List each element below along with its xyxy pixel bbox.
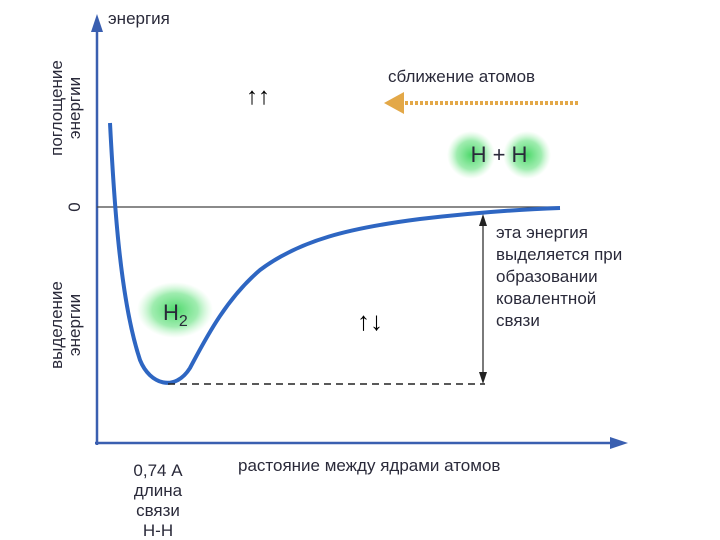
energy-note: связи (496, 311, 540, 330)
molecule-label: H2 (163, 300, 188, 330)
release-label: выделение (47, 281, 66, 369)
approach-arrowhead (384, 92, 404, 114)
molecule-glow (137, 282, 213, 338)
molecule-letter: H (163, 300, 179, 325)
bond-length-note: длина (134, 481, 183, 500)
span-arrow-top (479, 214, 487, 226)
atom-glow (503, 131, 551, 179)
x-axis-arrow (610, 437, 628, 449)
zero-label: 0 (65, 202, 84, 211)
bond-length-note: Н-Н (143, 521, 173, 540)
parallel-spins: ↑↑ (246, 83, 270, 110)
atom-glow (447, 131, 495, 179)
energy-curve (108, 122, 561, 385)
energy-note: ковалентной (496, 289, 596, 308)
x-axis-title: растояние между ядрами атомов (238, 456, 500, 475)
absorption-label: поглощение (47, 60, 66, 156)
energy-note: выделяется при (496, 245, 622, 264)
bond-length-note: 0,74 А (133, 461, 183, 480)
energy-note: эта энергия (496, 223, 588, 242)
y-axis-title: энергия (108, 9, 170, 28)
energy-note: образовании (496, 267, 598, 286)
approach-label: сближение атомов (388, 67, 535, 86)
antiparallel-spins: ↑↓ (357, 306, 383, 336)
release-label: энергии (65, 294, 84, 356)
span-arrow-bottom (479, 372, 487, 384)
molecule-subscript: 2 (179, 313, 188, 330)
y-axis-arrow (91, 14, 103, 32)
absorption-label: энергии (65, 77, 84, 139)
atoms-label: H + H (471, 142, 528, 167)
bond-length-note: связи (136, 501, 180, 520)
